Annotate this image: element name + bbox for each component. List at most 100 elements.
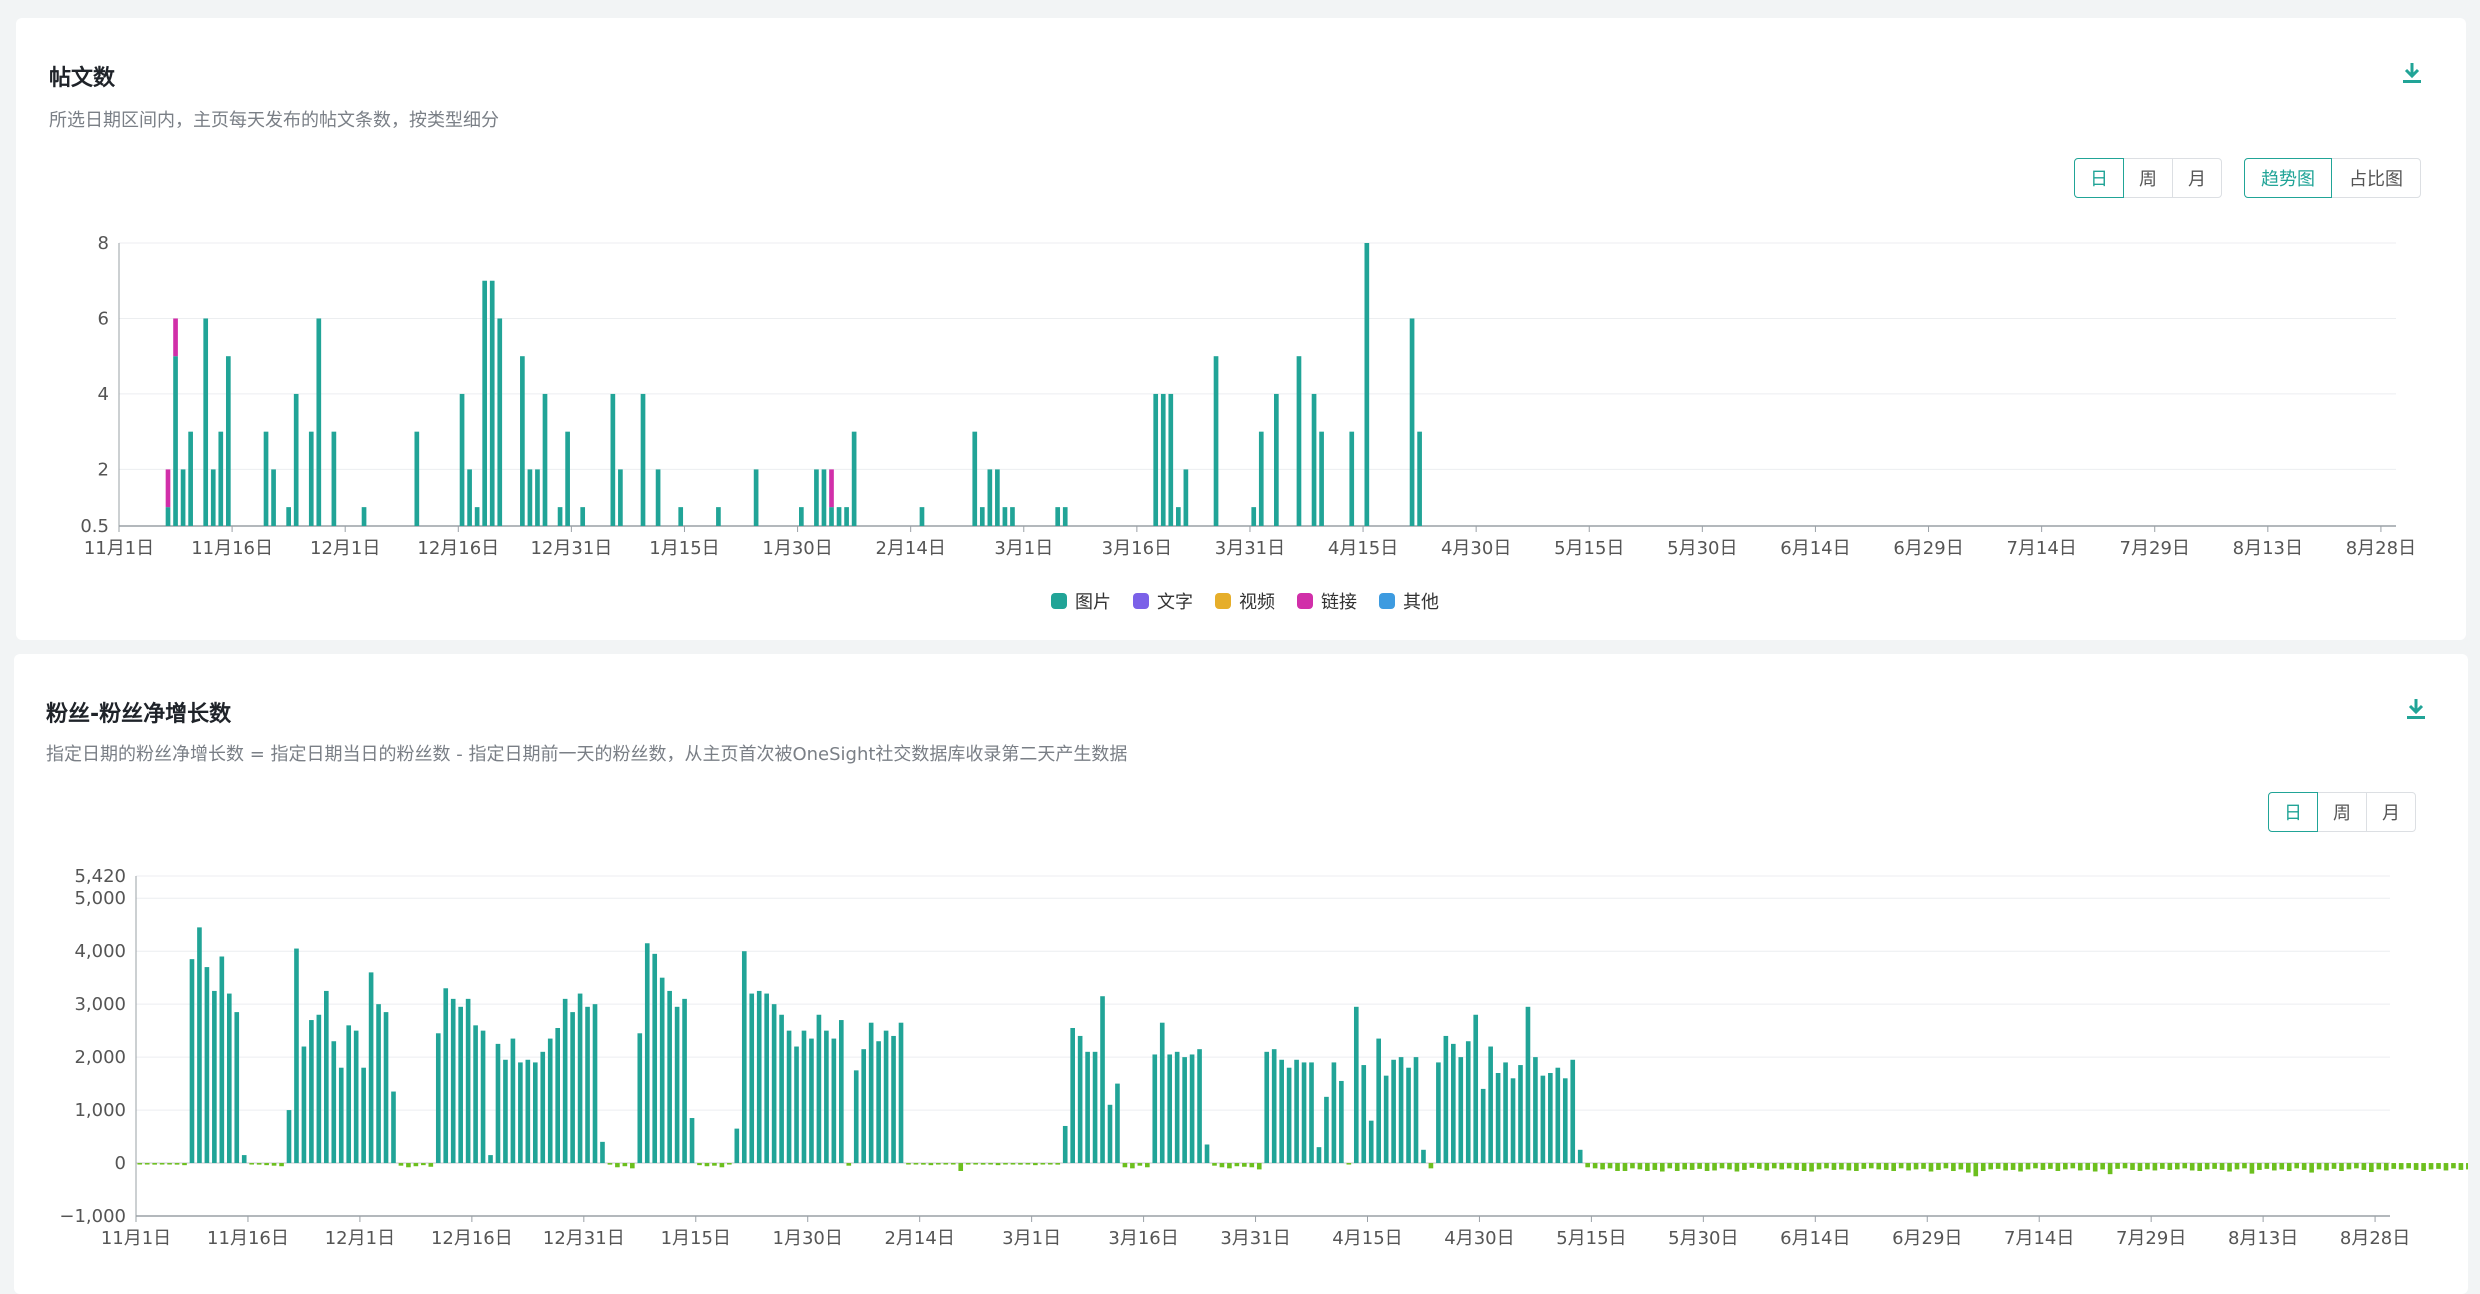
x-tick-label: 12月31日 bbox=[530, 538, 612, 559]
bar bbox=[622, 1163, 628, 1167]
bar bbox=[279, 1163, 284, 1167]
bar bbox=[1480, 1088, 1486, 1164]
bar bbox=[376, 1004, 381, 1164]
bar bbox=[2286, 1163, 2292, 1171]
bar bbox=[851, 431, 857, 526]
bar bbox=[1951, 1163, 1956, 1171]
posts-view-ratio-button[interactable]: 占比图 bbox=[2331, 158, 2421, 198]
bar bbox=[241, 1155, 247, 1164]
bar bbox=[1145, 1163, 1150, 1168]
bar bbox=[2219, 1163, 2225, 1170]
x-tick-label: 7月14日 bbox=[2006, 538, 2076, 559]
followers-granularity-month-button[interactable]: 月 bbox=[2366, 792, 2416, 832]
y-tick-label: 0 bbox=[115, 1153, 126, 1174]
bar bbox=[2324, 1163, 2329, 1171]
posts-card-subtitle: 所选日期区间内，主页每天发布的帖文条数，按类型细分 bbox=[49, 110, 499, 131]
bar bbox=[2048, 1163, 2053, 1169]
bar bbox=[1279, 1059, 1284, 1164]
bar bbox=[1779, 1163, 1785, 1170]
x-tick-label: 2月14日 bbox=[884, 1228, 954, 1249]
bar bbox=[659, 977, 665, 1164]
bar bbox=[1891, 1163, 1896, 1171]
bar bbox=[2272, 1163, 2277, 1171]
x-tick-label: 3月16日 bbox=[1108, 1228, 1178, 1249]
followers-download-icon[interactable] bbox=[2406, 698, 2426, 720]
bar bbox=[794, 1046, 799, 1164]
x-tick-label: 7月29日 bbox=[2120, 538, 2190, 559]
bar bbox=[2100, 1163, 2105, 1170]
followers-granularity-week-button[interactable]: 周 bbox=[2317, 792, 2367, 832]
bar bbox=[585, 1006, 590, 1164]
bar bbox=[173, 356, 178, 526]
y-tick-label: 6 bbox=[98, 308, 109, 329]
x-tick-label: 12月1日 bbox=[310, 538, 380, 559]
followers-granularity-day-button[interactable]: 日 bbox=[2268, 792, 2318, 832]
posts-granularity-month-button[interactable]: 月 bbox=[2172, 158, 2222, 198]
bar bbox=[503, 1059, 508, 1164]
bar bbox=[814, 469, 819, 526]
posts-card-title: 帖文数 bbox=[49, 66, 116, 91]
bar bbox=[1801, 1163, 1807, 1171]
posts-granularity-day-button[interactable]: 日 bbox=[2074, 158, 2124, 198]
bar bbox=[727, 1163, 732, 1165]
bar bbox=[1921, 1163, 1926, 1169]
bar bbox=[868, 1022, 874, 1164]
bar bbox=[435, 1033, 441, 1164]
bar bbox=[734, 1128, 740, 1164]
bar bbox=[2115, 1163, 2120, 1169]
bar bbox=[197, 927, 202, 1164]
bar bbox=[1213, 356, 1219, 526]
y-tick-label: 2,000 bbox=[74, 1047, 126, 1068]
bar bbox=[1219, 1163, 1225, 1168]
bar bbox=[697, 1163, 702, 1166]
bar bbox=[1062, 507, 1068, 526]
bar bbox=[1204, 1144, 1210, 1164]
bar bbox=[467, 469, 472, 526]
bar bbox=[2376, 1163, 2382, 1170]
y-tick-label: 0.5 bbox=[80, 516, 109, 537]
bar bbox=[2107, 1163, 2113, 1175]
legend-label-image: 图片 bbox=[1075, 592, 1111, 613]
legend-item-link[interactable]: 链接 bbox=[1297, 588, 1357, 614]
y-tick-label: 4,000 bbox=[74, 941, 126, 962]
bar bbox=[836, 507, 842, 526]
bar bbox=[204, 967, 210, 1164]
bar bbox=[1055, 1163, 1061, 1165]
followers-card-subtitle: 指定日期的粉丝净增长数 = 指定日期当日的粉丝数 - 指定日期前一天的粉丝数，从… bbox=[46, 744, 1128, 765]
bar bbox=[1503, 1062, 1508, 1164]
legend-label-text: 文字 bbox=[1157, 592, 1193, 613]
bar bbox=[1518, 1065, 1523, 1164]
bar bbox=[2264, 1163, 2270, 1169]
posts-view-trend-button[interactable]: 趋势图 bbox=[2244, 158, 2332, 198]
bar bbox=[212, 990, 217, 1164]
bar bbox=[1958, 1163, 1964, 1170]
bar bbox=[1258, 431, 1264, 526]
bar bbox=[853, 1070, 859, 1164]
bar bbox=[928, 1163, 934, 1166]
bar bbox=[1585, 1163, 1590, 1168]
legend-item-video[interactable]: 视频 bbox=[1215, 588, 1275, 614]
bar bbox=[562, 998, 568, 1164]
bar bbox=[2451, 1163, 2456, 1169]
bar bbox=[1115, 1083, 1120, 1164]
posts-download-icon[interactable] bbox=[2402, 62, 2422, 84]
bar bbox=[2428, 1163, 2434, 1170]
bar bbox=[1070, 1027, 1075, 1164]
bar bbox=[1085, 1051, 1090, 1164]
bar bbox=[271, 1163, 277, 1166]
legend-item-text[interactable]: 文字 bbox=[1133, 588, 1193, 614]
bar bbox=[1107, 1104, 1113, 1164]
x-tick-label: 3月1日 bbox=[994, 538, 1053, 559]
bar bbox=[1311, 393, 1317, 526]
bar bbox=[2369, 1163, 2374, 1173]
bar bbox=[610, 393, 616, 526]
bar bbox=[497, 318, 503, 526]
bar bbox=[1592, 1163, 1598, 1169]
bar bbox=[2204, 1163, 2210, 1170]
legend-item-other[interactable]: 其他 bbox=[1379, 588, 1439, 614]
legend-item-image[interactable]: 图片 bbox=[1051, 588, 1111, 614]
bar bbox=[846, 1163, 852, 1166]
bar bbox=[218, 431, 224, 526]
bar bbox=[712, 1163, 717, 1166]
bar bbox=[1159, 1022, 1165, 1164]
